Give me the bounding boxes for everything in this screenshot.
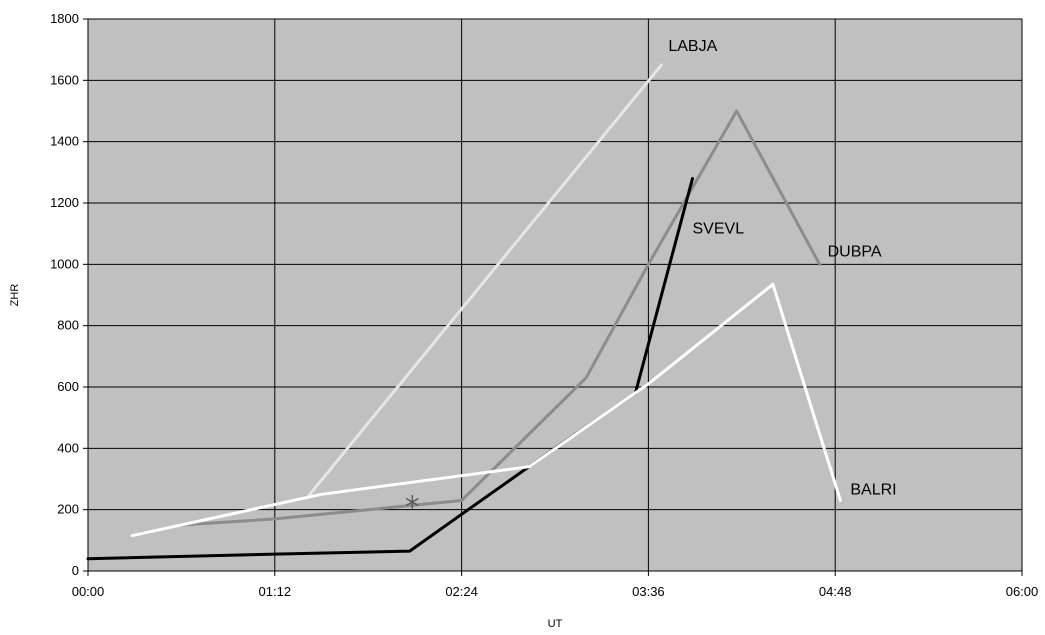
y-tick-label-7: 1400 <box>50 134 79 149</box>
series-layer <box>86 63 842 561</box>
y-tick-label-3: 600 <box>57 379 79 394</box>
y-tick-label-8: 1600 <box>50 72 79 87</box>
series-line-balri <box>130 282 842 538</box>
series-label-dubpa: DUBPA <box>828 243 882 260</box>
series-line-dubpa <box>179 109 822 527</box>
y-tick-label-2: 400 <box>57 440 79 455</box>
axis-layer <box>87 19 1022 572</box>
series-line-labja <box>307 63 663 498</box>
y-tick-label-9: 1800 <box>50 11 79 26</box>
series-label-svevl: SVEVL <box>693 220 745 237</box>
y-tick-label-5: 1000 <box>50 256 79 271</box>
marker-layer <box>405 495 419 509</box>
x-tick-label-2: 02:24 <box>445 584 478 599</box>
series-label-balri: BALRI <box>850 481 896 498</box>
y-tick-label-6: 1200 <box>50 195 79 210</box>
y-axis-title: ZHR <box>9 284 21 307</box>
y-tick-label-1: 200 <box>57 502 79 517</box>
asterisk-marker-0 <box>405 495 419 509</box>
plot-area <box>87 18 1023 572</box>
tick-label-layer: 0 200 400 600 800 1000 1200 1400 1600 1800 00:00 01… <box>50 11 1038 599</box>
x-tick-label-5: 06:00 <box>1006 584 1039 599</box>
series-label-layer: LABJA DUBPA SVEVL BALRI <box>668 38 896 498</box>
x-tick-label-4: 04:48 <box>819 584 852 599</box>
y-tick-label-4: 800 <box>57 318 79 333</box>
x-tick-label-1: 01:12 <box>259 584 292 599</box>
y-tick-label-0: 0 <box>72 563 79 578</box>
x-tick-label-3: 03:36 <box>632 584 665 599</box>
series-label-labja: LABJA <box>668 38 717 55</box>
x-axis-title: UT <box>548 618 563 630</box>
x-tick-label-0: 00:00 <box>72 584 105 599</box>
